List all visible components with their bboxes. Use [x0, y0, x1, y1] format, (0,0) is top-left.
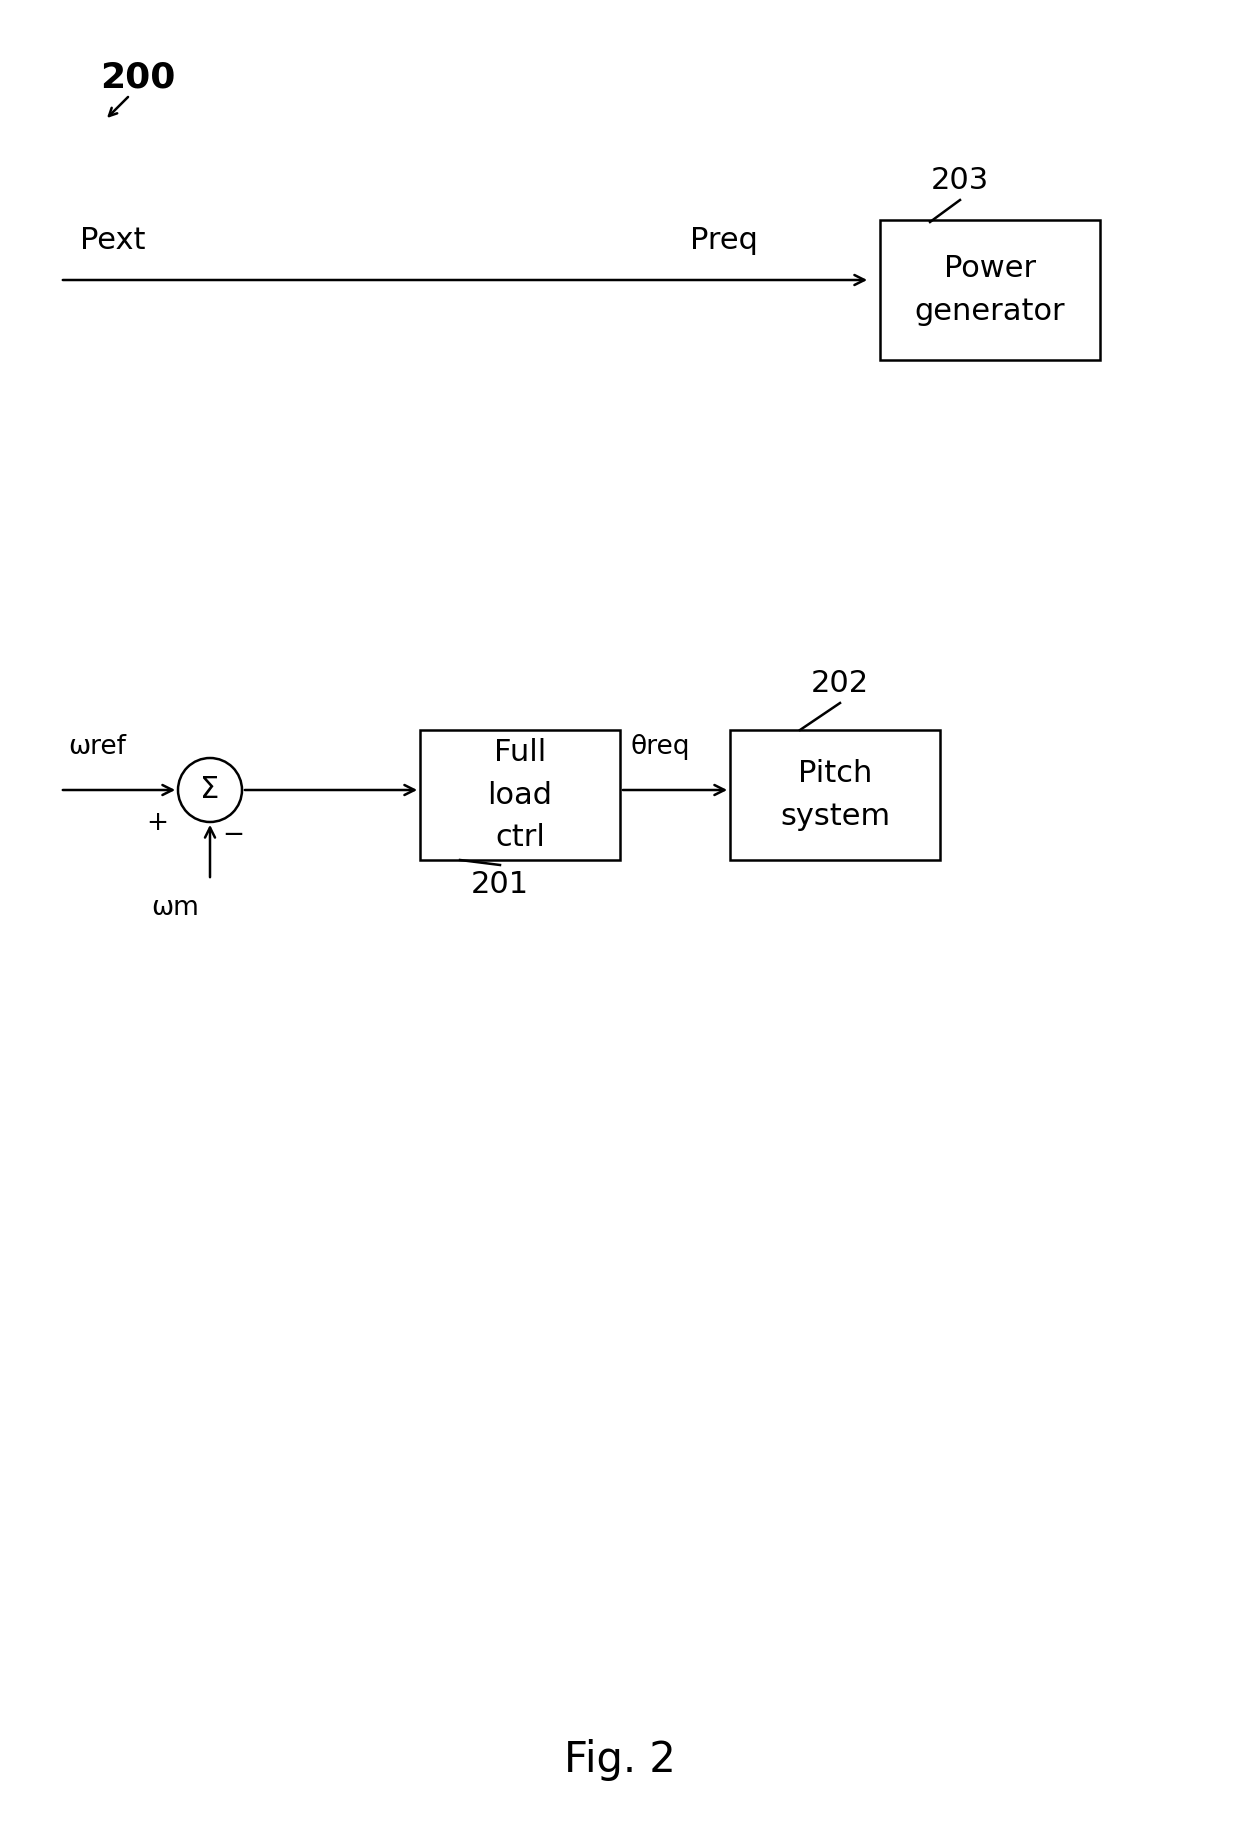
Text: 200: 200 [100, 61, 175, 94]
Text: Pitch
system: Pitch system [780, 758, 890, 832]
Text: 203: 203 [931, 165, 990, 195]
Text: Fig. 2: Fig. 2 [564, 1739, 676, 1781]
Text: 201: 201 [471, 870, 529, 900]
Text: Preq: Preq [689, 226, 758, 255]
Text: Σ: Σ [201, 775, 219, 804]
Text: Power
generator: Power generator [915, 253, 1065, 327]
Text: Full
load
ctrl: Full load ctrl [487, 738, 553, 852]
Text: ωref: ωref [68, 734, 126, 760]
Text: ωm: ωm [151, 894, 198, 922]
Bar [730, 731, 940, 859]
Text: −: − [222, 823, 244, 848]
Text: +: + [146, 810, 167, 835]
Text: 202: 202 [811, 668, 869, 698]
Text: Pext: Pext [81, 226, 145, 255]
Bar [420, 731, 620, 859]
Text: θreq: θreq [630, 734, 689, 760]
Bar [880, 220, 1100, 360]
